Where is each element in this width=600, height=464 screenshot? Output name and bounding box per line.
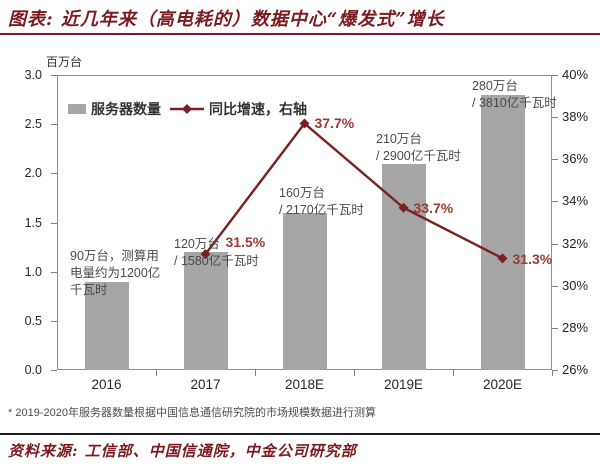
x-axis-label-2020E: 2020E xyxy=(482,377,523,392)
right-axis-tick xyxy=(552,327,558,329)
left-axis-tick-label: 3.0 xyxy=(24,68,42,82)
legend-item-servers: 服务器数量 xyxy=(68,99,161,119)
footnote: * 2019-2020年服务器数量根据中国信息通信研究院的市场规模数据进行测算 xyxy=(8,407,376,419)
left-axis-tick xyxy=(51,124,57,126)
bar-swatch-icon xyxy=(68,104,86,114)
right-axis-tick-label: 36% xyxy=(562,151,589,167)
left-axis-tick xyxy=(51,222,57,224)
left-axis-tick xyxy=(51,75,57,76)
right-axis-tick-label: 40% xyxy=(562,67,589,82)
annotation-line: 90万台，测算用 xyxy=(70,249,159,263)
left-axis-tick-label: 0.5 xyxy=(24,313,42,328)
right-axis-tick xyxy=(552,243,558,245)
line-marker-icon xyxy=(170,104,204,114)
annotation-line: 160万台 xyxy=(279,186,325,200)
left-axis-tick-label: 2.0 xyxy=(24,166,42,181)
right-axis-tick xyxy=(552,370,558,371)
annotation-2018E: 160万台 / 2170亿千瓦时 xyxy=(279,185,364,219)
right-axis-tick-label: 30% xyxy=(562,277,589,293)
right-axis-tick-label: 26% xyxy=(562,362,589,377)
left-axis-tick xyxy=(51,320,57,322)
right-axis-tick-label: 34% xyxy=(562,193,589,209)
left-axis-tick-label: 1.0 xyxy=(24,264,42,279)
annotation-line: / 2900亿千瓦时 xyxy=(376,149,461,163)
x-axis-tick xyxy=(453,370,454,376)
x-axis-tick xyxy=(354,370,355,376)
annotation-line: 210万台 xyxy=(376,132,422,146)
left-axis-tick-label: 2.5 xyxy=(24,117,42,132)
left-axis-tick xyxy=(51,370,57,371)
right-axis-tick-label: 32% xyxy=(562,235,589,251)
x-axis-label-2016: 2016 xyxy=(91,377,122,392)
right-axis-tick-label: 28% xyxy=(562,319,589,335)
left-axis-tick-label: 1.5 xyxy=(24,215,42,230)
left-axis-tick-label: 0.0 xyxy=(24,363,42,377)
source-divider xyxy=(0,433,600,435)
title-divider xyxy=(0,33,600,35)
bar-2019E xyxy=(381,163,426,370)
legend-item-growth: 同比增速，右轴 xyxy=(170,99,307,119)
annotation-2020E: 280万台 / 3810亿千瓦时 xyxy=(472,78,557,112)
chart-legend: 服务器数量 同比增速，右轴 xyxy=(68,99,307,119)
growth-label-2019E: 33.7% xyxy=(413,199,454,216)
source-line: 资料来源: 工信部、中国信通院，中金公司研究部 xyxy=(8,442,357,460)
annotation-line: / 1580亿千瓦时 xyxy=(174,254,259,268)
right-axis-tick xyxy=(552,201,558,203)
x-axis-tick xyxy=(255,370,256,376)
legend-line-label: 同比增速，右轴 xyxy=(209,101,307,117)
bar-2020E xyxy=(480,94,525,370)
left-axis-unit-label: 百万台 xyxy=(46,55,83,69)
right-axis-tick-label: 38% xyxy=(562,109,589,125)
right-axis-tick xyxy=(552,117,558,119)
right-axis-tick xyxy=(552,75,558,76)
growth-label-2017: 31.5% xyxy=(225,234,266,251)
growth-label-2018E: 37.7% xyxy=(314,115,355,132)
bar-2018E xyxy=(282,212,327,370)
right-axis-tick xyxy=(552,285,558,287)
x-axis-tick xyxy=(552,370,553,376)
annotation-line: 千瓦时 xyxy=(70,283,108,297)
chart-title: 图表: 近几年来（高电耗的）数据中心“爆发式”增长 xyxy=(8,9,445,30)
annotation-line: 电量约为1200亿 xyxy=(70,266,161,280)
annotation-line: / 3810亿千瓦时 xyxy=(472,96,557,110)
legend-bar-label: 服务器数量 xyxy=(91,101,161,117)
annotation-2019E: 210万台 / 2900亿千瓦时 xyxy=(376,131,461,165)
left-axis-tick xyxy=(51,271,57,273)
growth-label-2020E: 31.3% xyxy=(512,251,553,268)
x-axis-label-2017: 2017 xyxy=(190,377,221,392)
annotation-line: / 2170亿千瓦时 xyxy=(279,203,364,217)
bar-2017 xyxy=(183,252,228,370)
x-axis-tick xyxy=(156,370,157,376)
x-axis-label-2018E: 2018E xyxy=(284,377,325,392)
annotation-line: 280万台 xyxy=(472,79,518,93)
annotation-2016: 90万台，测算用 电量约为1200亿 千瓦时 xyxy=(70,248,160,299)
right-axis-tick xyxy=(552,159,558,161)
left-axis-tick xyxy=(51,173,57,175)
x-axis-label-2019E: 2019E xyxy=(383,377,424,392)
bar-2016 xyxy=(84,281,129,370)
